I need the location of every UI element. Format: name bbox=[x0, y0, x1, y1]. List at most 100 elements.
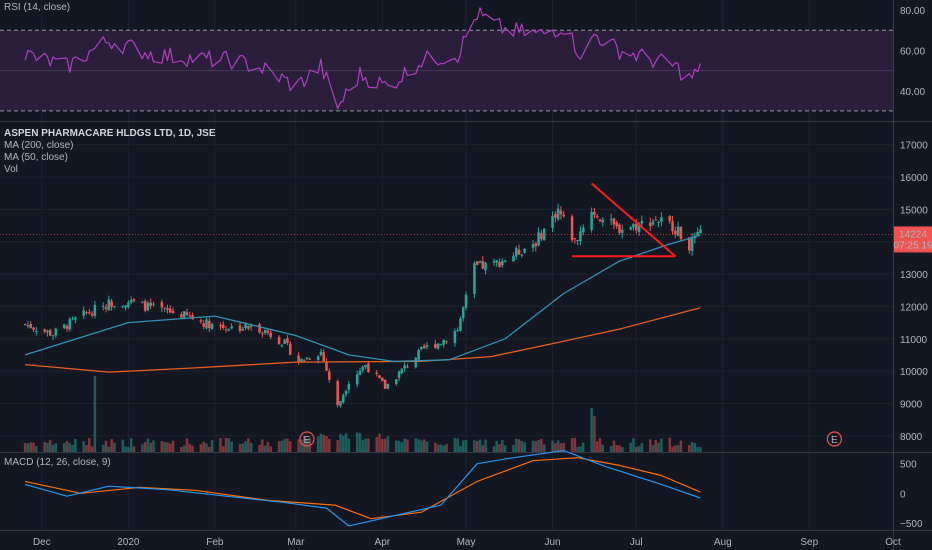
candle-102 bbox=[420, 347, 423, 350]
volume-bar-35 bbox=[160, 441, 164, 452]
candle-95 bbox=[394, 379, 398, 384]
candle-119 bbox=[484, 262, 487, 271]
rsi-line bbox=[24, 7, 701, 110]
volume-bar-166 bbox=[671, 446, 674, 452]
candle-34 bbox=[152, 303, 155, 305]
volume-bar-105 bbox=[434, 442, 437, 452]
volume-bar-7 bbox=[48, 439, 52, 452]
candle-109 bbox=[445, 341, 448, 343]
volume-bar-109 bbox=[445, 444, 448, 452]
volume-bar-36 bbox=[163, 441, 166, 452]
candle-99 bbox=[406, 366, 409, 368]
candle-131 bbox=[534, 243, 538, 247]
volume-bar-43 bbox=[188, 443, 192, 452]
symbol-title[interactable]: ASPEN PHARMACARE HLDGS LTD, 1D, JSE bbox=[4, 128, 216, 139]
volume-bar-161 bbox=[651, 445, 655, 452]
candle-121 bbox=[495, 260, 499, 263]
candle-72 bbox=[302, 360, 306, 362]
candle-80 bbox=[336, 380, 339, 406]
candle-156 bbox=[632, 224, 635, 228]
volume-bar-31 bbox=[143, 442, 147, 452]
candle-112 bbox=[459, 318, 462, 331]
volume-bar-71 bbox=[300, 439, 303, 452]
candle-28 bbox=[129, 299, 133, 303]
candle-136 bbox=[554, 214, 557, 218]
volume-bar-117 bbox=[478, 439, 482, 452]
volume-bar-151 bbox=[612, 440, 616, 452]
volume-legend[interactable]: Vol bbox=[4, 164, 18, 175]
volume-bar-107 bbox=[439, 444, 443, 452]
rsi-tick-label-2: 40.00 bbox=[900, 87, 925, 98]
volume-bar-57 bbox=[244, 441, 247, 452]
price-tick-label-7: 10000 bbox=[900, 367, 928, 378]
candle-133 bbox=[540, 233, 543, 240]
volume-bar-65 bbox=[277, 441, 281, 452]
volume-bar-2 bbox=[29, 442, 32, 452]
candle-8 bbox=[51, 335, 55, 337]
ma50-legend[interactable]: MA (50, close) bbox=[4, 152, 68, 163]
volume-bar-34 bbox=[152, 440, 155, 452]
volume-bar-141 bbox=[573, 437, 577, 452]
candle-67 bbox=[283, 339, 286, 345]
volume-bar-119 bbox=[484, 439, 487, 452]
volume-bar-11 bbox=[65, 440, 69, 452]
candle-78 bbox=[325, 361, 328, 371]
volume-bar-17 bbox=[88, 438, 91, 452]
price-tick-label-1: 16000 bbox=[900, 173, 928, 184]
candle-114 bbox=[464, 294, 468, 308]
macd-label[interactable]: MACD (12, 26, close, 9) bbox=[4, 457, 111, 468]
volume-bar-82 bbox=[341, 435, 345, 452]
volume-bar-92 bbox=[381, 439, 384, 452]
volume-bar-116 bbox=[475, 441, 479, 452]
last-price-label: 14224 bbox=[899, 229, 927, 240]
candle-13 bbox=[71, 318, 74, 320]
price-tick-label-4: 13000 bbox=[900, 270, 928, 281]
candle-66 bbox=[280, 345, 284, 347]
candle-32 bbox=[146, 302, 150, 311]
volume-bar-106 bbox=[436, 444, 440, 452]
volume-bar-76 bbox=[319, 433, 323, 452]
candle-105 bbox=[434, 344, 437, 349]
macd-line bbox=[24, 450, 701, 527]
volume-bar-58 bbox=[247, 438, 250, 452]
volume-bar-51 bbox=[221, 446, 225, 452]
candle-39 bbox=[171, 310, 175, 313]
volume-bar-44 bbox=[191, 445, 194, 452]
candle-152 bbox=[615, 222, 618, 227]
rsi-legend: RSI (14, close) bbox=[4, 2, 70, 14]
candle-97 bbox=[400, 368, 404, 374]
candle-6 bbox=[46, 330, 49, 333]
volume-bar-132 bbox=[537, 439, 540, 452]
countdown-label: 07:25:19 bbox=[894, 240, 932, 251]
candle-144 bbox=[581, 227, 585, 233]
candle-163 bbox=[657, 221, 660, 223]
volume-bar-118 bbox=[481, 445, 485, 452]
time-label-7: Jul bbox=[630, 537, 643, 548]
volume-bar-115 bbox=[473, 440, 476, 452]
volume-bar-1 bbox=[26, 443, 30, 452]
volume-bar-121 bbox=[495, 440, 499, 452]
candle-155 bbox=[629, 227, 632, 230]
candle-107 bbox=[439, 344, 443, 346]
candle-79 bbox=[328, 371, 331, 380]
candle-0 bbox=[23, 323, 27, 325]
volume-bar-123 bbox=[501, 439, 504, 452]
candle-73 bbox=[305, 357, 309, 359]
volume-bar-101 bbox=[417, 439, 420, 452]
volume-bar-93 bbox=[383, 438, 387, 452]
candle-123 bbox=[501, 260, 504, 266]
volume-bar-22 bbox=[107, 446, 111, 452]
ma200-legend[interactable]: MA (200, close) bbox=[4, 140, 74, 151]
candle-160 bbox=[648, 222, 652, 227]
candle-3 bbox=[32, 327, 35, 330]
volume-bar-49 bbox=[210, 440, 214, 452]
volume-bar-26 bbox=[124, 446, 127, 452]
candle-50 bbox=[219, 325, 222, 327]
volume-bar-55 bbox=[238, 443, 242, 452]
main-legend: ASPEN PHARMACARE HLDGS LTD, 1D, JSE MA (… bbox=[4, 128, 216, 176]
volume-bar-84 bbox=[347, 438, 351, 452]
candle-23 bbox=[110, 301, 113, 308]
candle-35 bbox=[160, 302, 164, 308]
candle-130 bbox=[531, 244, 535, 248]
